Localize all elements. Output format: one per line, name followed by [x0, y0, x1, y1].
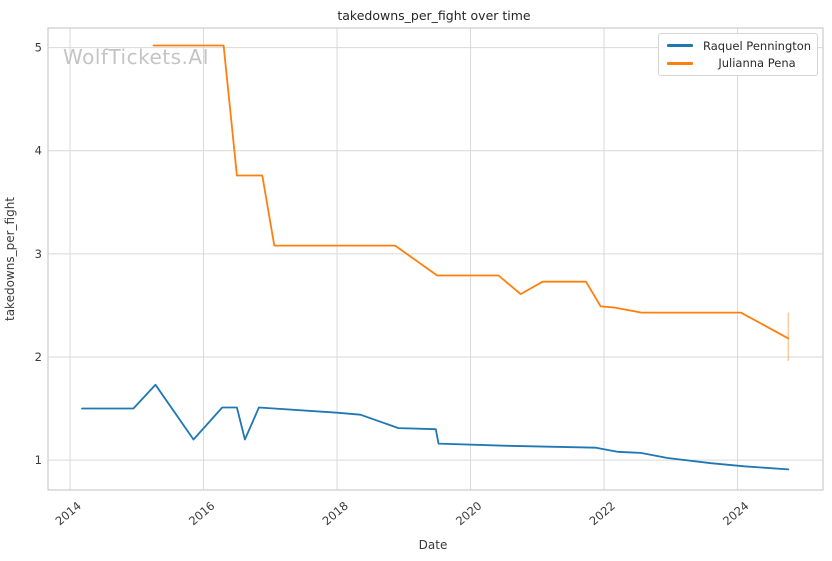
plot-border: [47, 27, 824, 491]
legend-item-raquel-pennington: Raquel Pennington: [667, 37, 811, 55]
y-tick-label-5: 5: [35, 41, 42, 55]
legend-label: Julianna Pena: [718, 56, 796, 71]
x-tick-label-2022: 2022: [587, 499, 618, 529]
watermark: WolfTickets.AI: [63, 45, 209, 69]
series-lines: [81, 44, 790, 471]
legend-label: Raquel Pennington: [703, 38, 812, 53]
gridlines: [48, 28, 823, 490]
x-tick-label-2018: 2018: [320, 499, 351, 529]
chart-title: takedowns_per_fight over time: [337, 8, 531, 23]
legend-line-swatch-blue: [667, 44, 693, 48]
y-axis-label: takedowns_per_fight: [3, 197, 17, 321]
legend: Raquel Pennington Julianna Pena: [658, 33, 818, 76]
series-line-julianna-pena: [152, 44, 790, 340]
legend-line-swatch-orange: [667, 61, 693, 65]
x-tick-label-2024: 2024: [720, 499, 751, 529]
series-line-raquel-pennington: [81, 383, 790, 471]
x-tick-label-2020: 2020: [453, 499, 484, 529]
y-tick-label-4: 4: [35, 144, 42, 158]
x-tick-label-2014: 2014: [53, 499, 84, 529]
x-axis-label: Date: [419, 538, 448, 552]
y-tick-label-1: 1: [35, 453, 42, 467]
legend-item-julianna-pena: Julianna Pena: [667, 55, 811, 73]
x-tick-label-2016: 2016: [186, 499, 217, 529]
plot-area: [48, 28, 823, 490]
y-tick-label-2: 2: [35, 350, 42, 364]
y-tick-label-3: 3: [35, 247, 42, 261]
